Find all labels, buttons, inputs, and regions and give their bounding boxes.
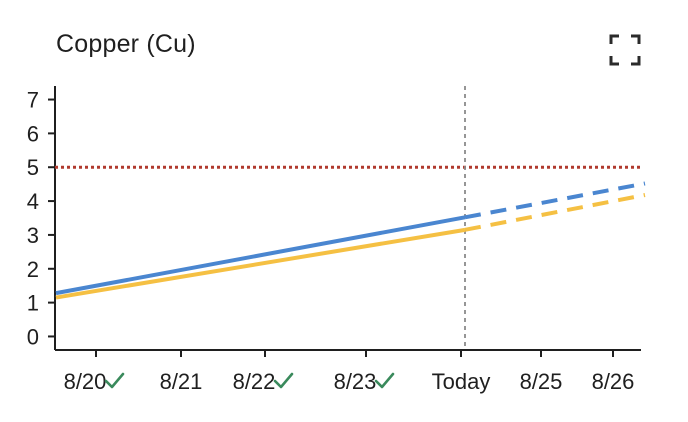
x-tick-label: Today xyxy=(432,369,491,394)
y-tick-label: 2 xyxy=(27,257,39,282)
y-tick-label: 5 xyxy=(27,155,39,180)
series-line-actual xyxy=(55,215,466,296)
y-tick-label: 4 xyxy=(27,189,39,214)
x-tick-label: 8/22 xyxy=(233,369,276,394)
x-tick-label: 8/26 xyxy=(592,369,635,394)
y-tick-label: 7 xyxy=(27,88,39,113)
series-line-forecast xyxy=(464,193,646,232)
check-icon xyxy=(273,372,294,389)
y-tick-label: 6 xyxy=(27,121,39,146)
y-tick-label: 0 xyxy=(27,324,39,349)
series-line-forecast xyxy=(464,181,646,220)
fullscreen-icon xyxy=(609,34,641,66)
x-tick-label: 8/25 xyxy=(520,369,563,394)
series-line-actual xyxy=(55,227,466,300)
y-tick-label: 3 xyxy=(27,223,39,248)
fullscreen-button[interactable] xyxy=(608,33,642,67)
x-tick-label: 8/23 xyxy=(334,369,377,394)
check-icon xyxy=(374,372,395,389)
y-tick-label: 1 xyxy=(27,291,39,316)
x-tick-label: 8/21 xyxy=(160,369,203,394)
x-tick-label: 8/20 xyxy=(64,369,107,394)
chart-title: Copper (Cu) xyxy=(56,30,196,58)
check-icon xyxy=(104,372,125,389)
